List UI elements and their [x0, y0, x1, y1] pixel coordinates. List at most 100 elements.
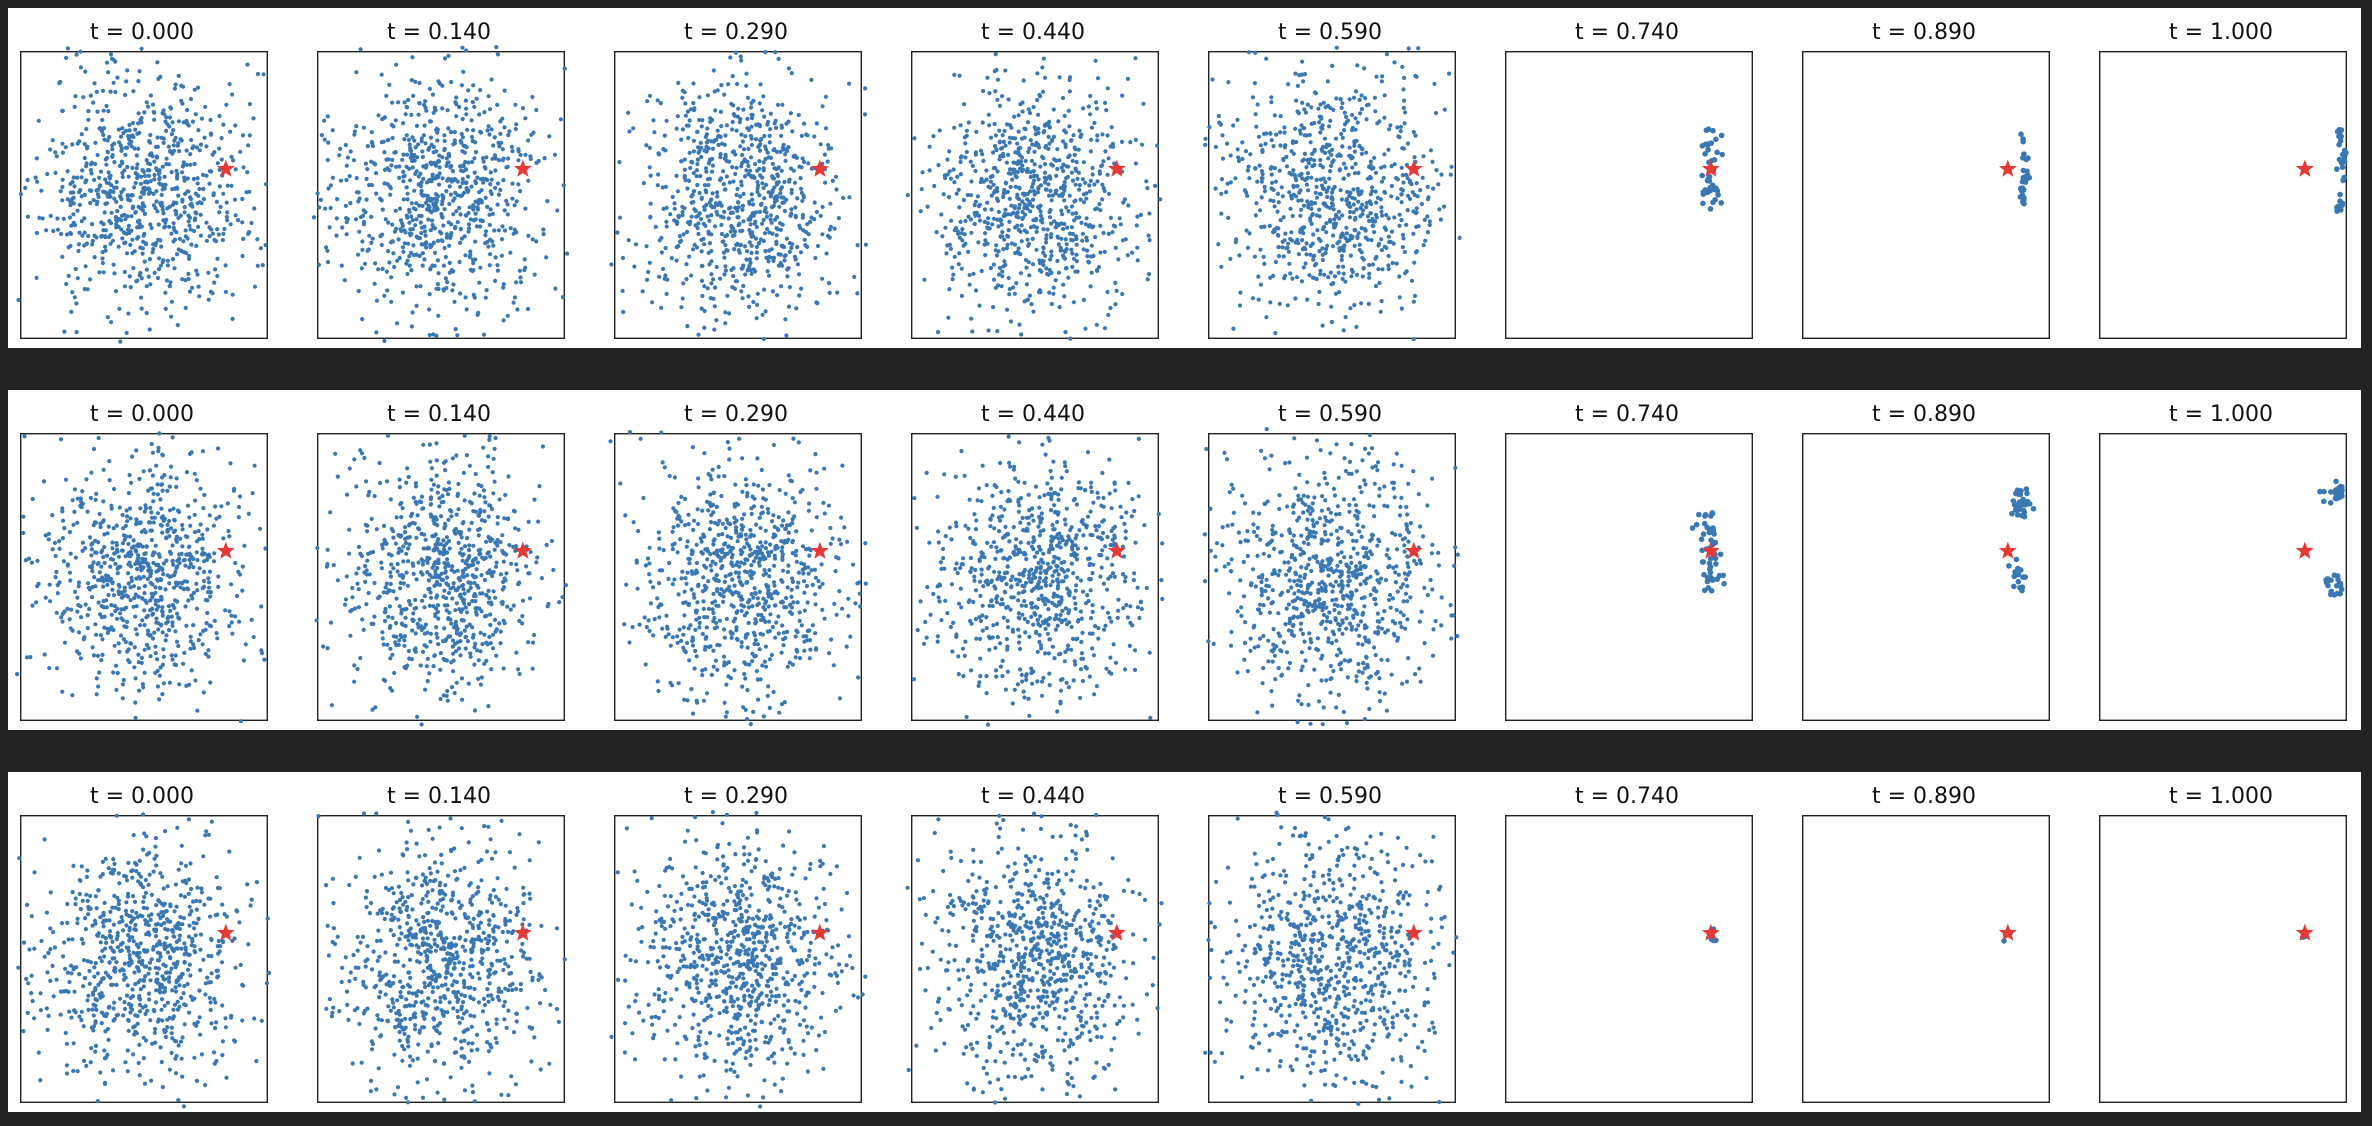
data-point	[188, 162, 193, 167]
data-point	[689, 194, 694, 199]
data-point	[499, 253, 504, 258]
data-point	[82, 230, 87, 235]
data-point	[385, 138, 390, 143]
data-point	[818, 142, 823, 147]
data-point	[501, 318, 506, 323]
data-point	[135, 236, 140, 241]
data-point	[158, 74, 163, 79]
data-point	[644, 244, 649, 249]
data-point	[773, 50, 778, 55]
data-point	[1423, 238, 1428, 243]
data-point	[126, 541, 131, 547]
data-point	[87, 188, 92, 193]
data-point	[1348, 306, 1353, 311]
data-point	[1053, 278, 1058, 283]
data-point	[104, 605, 109, 610]
data-point	[82, 142, 87, 147]
data-point	[1016, 246, 1021, 251]
data-point	[1711, 157, 1718, 163]
data-point	[945, 172, 950, 177]
data-point	[960, 227, 965, 232]
data-point	[1366, 301, 1371, 307]
data-point	[60, 536, 65, 541]
data-point	[1027, 146, 1032, 151]
data-point	[122, 284, 127, 289]
data-point	[1219, 191, 1224, 196]
data-point	[385, 288, 390, 293]
data-point	[736, 106, 741, 111]
data-point	[977, 303, 982, 308]
data-point	[694, 214, 699, 219]
data-point	[710, 146, 716, 151]
data-point	[105, 582, 110, 587]
data-point	[483, 295, 488, 300]
data-point	[175, 171, 180, 177]
data-point	[1340, 264, 1346, 269]
data-point	[1031, 197, 1036, 202]
data-point	[1270, 180, 1275, 185]
data-point	[1031, 178, 1037, 183]
data-point	[1025, 197, 1030, 202]
data-point	[705, 214, 710, 219]
data-point	[466, 222, 472, 227]
data-point	[121, 677, 126, 683]
data-point	[1350, 112, 1355, 118]
data-point	[1340, 135, 1345, 140]
data-point	[137, 69, 142, 74]
data-point	[164, 633, 169, 638]
data-point	[492, 479, 497, 484]
data-point	[712, 304, 717, 309]
data-point	[194, 478, 199, 483]
data-point	[142, 608, 147, 613]
data-point	[116, 591, 122, 597]
data-point	[1359, 107, 1364, 112]
data-point	[1293, 296, 1298, 301]
data-point	[34, 600, 39, 605]
data-point	[1081, 297, 1086, 302]
data-point	[481, 180, 486, 185]
data-point	[1077, 215, 1082, 220]
data-point	[149, 510, 154, 515]
data-point	[221, 231, 226, 236]
data-point	[1307, 273, 1312, 278]
data-point	[491, 456, 496, 461]
data-point	[1278, 130, 1283, 135]
data-point	[176, 193, 181, 198]
data-point	[65, 563, 70, 568]
data-point	[128, 585, 133, 590]
data-point	[1370, 185, 1375, 190]
data-point	[722, 255, 727, 260]
data-point	[1337, 290, 1342, 295]
data-point	[738, 144, 743, 149]
data-point	[330, 175, 335, 180]
data-point	[138, 623, 143, 628]
data-point	[106, 170, 111, 175]
data-point	[160, 207, 165, 212]
data-point	[1392, 215, 1397, 220]
data-point	[691, 81, 696, 86]
data-point	[1141, 101, 1146, 106]
data-point	[495, 181, 501, 186]
data-point	[994, 148, 999, 153]
data-point	[1035, 190, 1040, 195]
data-point	[144, 284, 149, 289]
data-point	[779, 125, 784, 130]
data-point	[175, 323, 180, 328]
data-point	[1276, 233, 1281, 238]
data-point	[820, 276, 825, 281]
data-point	[107, 181, 112, 186]
data-point	[436, 286, 441, 291]
data-point	[1303, 261, 1308, 266]
data-point	[1285, 303, 1290, 308]
data-point	[1046, 182, 1051, 187]
data-point	[975, 194, 980, 199]
data-point	[1324, 145, 1329, 150]
data-point	[722, 272, 727, 277]
data-point	[109, 56, 115, 61]
data-point	[197, 566, 202, 571]
data-point	[1090, 165, 1095, 171]
data-point	[61, 559, 66, 564]
data-point	[200, 642, 205, 647]
data-point	[114, 540, 119, 546]
data-point	[126, 227, 131, 232]
